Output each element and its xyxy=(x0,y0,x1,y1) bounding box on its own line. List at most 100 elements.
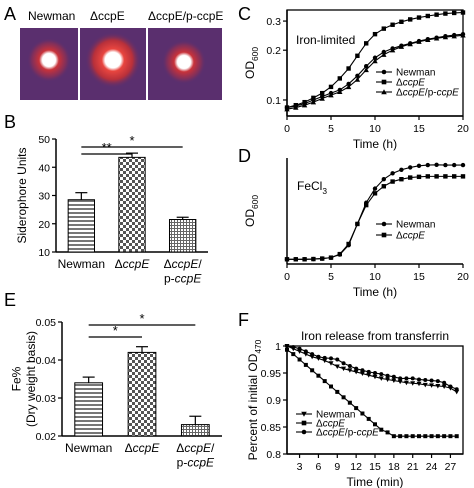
data-point xyxy=(311,256,316,262)
data-point xyxy=(341,361,346,366)
x-category-label: ΔccpE/p-ccpE xyxy=(176,441,215,469)
chart-e-iron-content: 0.02 0.03 0.04 0.05 Fe%(Dry weight basis) New… xyxy=(9,311,222,469)
photo-label-complement: ΔccpE/p-ccpE xyxy=(148,9,223,23)
data-point xyxy=(435,379,440,384)
data-point xyxy=(448,434,453,439)
x-tick-label: 20 xyxy=(457,271,469,283)
data-point xyxy=(302,257,307,262)
data-point xyxy=(434,174,439,179)
data-point xyxy=(284,106,290,112)
chart-f-transferrin: 3 6 9 12 15 18 21 24 27 0.8 0.85 0.9 0.95 1 Time (min)… xyxy=(246,329,464,488)
legend-marker xyxy=(381,221,387,227)
data-point xyxy=(293,104,299,110)
data-point xyxy=(293,257,298,262)
data-point xyxy=(345,84,352,90)
data-point xyxy=(328,92,334,98)
data-point xyxy=(389,47,396,53)
data-point xyxy=(346,81,351,87)
y-tick-label: 20 xyxy=(38,219,50,231)
data-point xyxy=(354,406,359,411)
data-point xyxy=(372,55,378,60)
legend-marker xyxy=(301,420,307,426)
data-point xyxy=(320,256,325,261)
data-point xyxy=(372,186,378,191)
data-point xyxy=(408,17,413,22)
data-point xyxy=(316,354,321,359)
x-category-label: Newman xyxy=(58,257,105,271)
data-point xyxy=(347,400,352,405)
data-point xyxy=(416,39,422,44)
y-axis-label: Siderophore Units xyxy=(15,147,29,243)
chart-title: FeCl3 xyxy=(297,179,327,196)
data-point xyxy=(416,163,422,168)
y-tick-label: 1 xyxy=(275,341,281,353)
data-point xyxy=(329,384,333,389)
data-point xyxy=(372,58,378,64)
x-tick-label: 15 xyxy=(413,271,425,283)
data-point xyxy=(452,162,457,168)
y-axis-label: OD600 xyxy=(243,47,260,79)
data-point xyxy=(379,372,384,377)
data-point xyxy=(429,434,434,439)
data-point xyxy=(372,191,378,196)
x-tick-label: 20 xyxy=(457,123,469,135)
y-tick-label: 0.04 xyxy=(36,355,57,367)
data-point xyxy=(337,89,343,95)
data-point xyxy=(310,368,315,373)
halo-newman xyxy=(27,38,71,82)
data-point xyxy=(310,352,315,357)
data-point xyxy=(417,377,421,382)
data-point xyxy=(328,255,334,260)
significance-marker: * xyxy=(129,133,134,148)
data-point xyxy=(310,99,317,105)
x-tick-label: 5 xyxy=(328,123,334,135)
data-point xyxy=(355,73,360,79)
data-point xyxy=(442,380,447,385)
data-point xyxy=(378,376,384,381)
panel-letter-c: C xyxy=(238,4,251,24)
data-point xyxy=(319,95,325,101)
chart-title: Iron-limited xyxy=(296,33,355,47)
data-point xyxy=(460,174,466,179)
legend-marker xyxy=(301,429,307,435)
data-point xyxy=(334,364,340,370)
data-point xyxy=(385,377,391,382)
data-point xyxy=(390,171,395,176)
data-point xyxy=(366,373,372,378)
legend-marker xyxy=(381,79,387,85)
data-point xyxy=(320,90,325,96)
chart-c-iron-limited: 0 5 10 15 20 0.1 0.2 0.3 Time (h) OD600 Iron-limit… xyxy=(243,9,469,151)
y-tick-label: 50 xyxy=(38,134,50,146)
legend-label: ΔccpE xyxy=(396,78,425,89)
data-point xyxy=(425,174,430,179)
data-point xyxy=(381,184,386,189)
data-point xyxy=(297,349,303,354)
data-point xyxy=(403,380,409,386)
data-point xyxy=(443,162,448,168)
data-point xyxy=(410,434,415,439)
data-point xyxy=(373,422,377,427)
data-point xyxy=(335,357,340,362)
x-tick-label: 18 xyxy=(388,461,400,473)
panel-letter-f: F xyxy=(238,310,249,330)
y-tick-label: 0.9 xyxy=(266,395,281,407)
data-point xyxy=(328,361,334,366)
panel-letter-b: B xyxy=(4,112,16,132)
y-tick-label: 0.2 xyxy=(266,45,281,57)
bar xyxy=(180,424,210,437)
data-point xyxy=(460,32,466,38)
data-point xyxy=(346,66,351,71)
data-point xyxy=(434,162,439,168)
significance-marker: * xyxy=(139,311,144,326)
data-point xyxy=(353,369,359,375)
x-tick-label: 6 xyxy=(316,461,322,473)
legend-marker xyxy=(381,89,387,95)
data-point xyxy=(408,165,413,170)
data-point xyxy=(390,22,395,27)
data-point xyxy=(359,371,365,377)
y-tick-label: 0.02 xyxy=(36,431,57,443)
x-tick-label: 0 xyxy=(284,123,290,135)
x-tick-label: 27 xyxy=(445,461,457,473)
panel-letter-e: E xyxy=(4,290,16,310)
